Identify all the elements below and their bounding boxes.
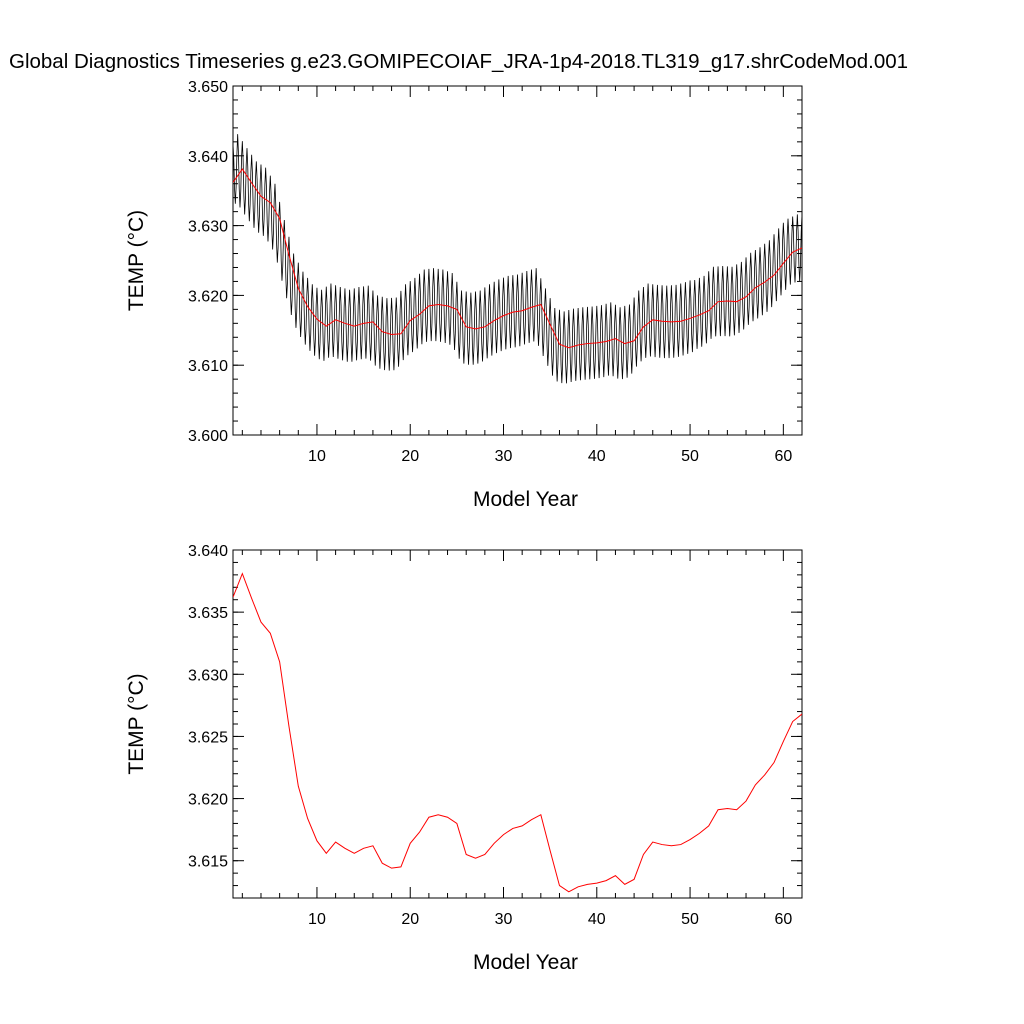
top-x-axis-title: Model Year	[473, 488, 578, 511]
bottom-x-tick-label: 50	[681, 911, 699, 928]
top-x-tick-label: 30	[495, 448, 513, 465]
bottom-x-tick-label: 60	[774, 911, 792, 928]
top-y-tick-label: 3.610	[188, 358, 228, 375]
bottom-panel: 10 20 30 40 50 60 3.615 3.620 3.625 3.630 3.635 3.6…	[125, 543, 803, 974]
bottom-x-axis-title: Model Year	[473, 951, 578, 974]
bottom-x-tick-label: 30	[495, 911, 513, 928]
top-plot-frame	[232, 85, 803, 436]
top-x-tick-label: 40	[588, 448, 606, 465]
top-series-monthly-line	[233, 134, 802, 384]
bottom-x-tick-label: 10	[308, 911, 326, 928]
top-x-tick-label: 10	[308, 448, 326, 465]
top-y-tick-label: 3.630	[188, 219, 228, 236]
top-y-tick-label: 3.650	[188, 79, 228, 96]
bottom-y-tick-label: 3.625	[188, 729, 228, 746]
bottom-y-tick-label: 3.615	[188, 854, 228, 871]
top-x-tick-label: 50	[681, 448, 699, 465]
top-x-tick-label: 20	[401, 448, 419, 465]
bottom-x-tick-label: 20	[401, 911, 419, 928]
figure-title: Global Diagnostics Timeseries g.e23.GOMI…	[9, 50, 909, 73]
bottom-x-tick-label: 40	[588, 911, 606, 928]
top-series-group	[233, 134, 802, 384]
bottom-series-group	[233, 572, 802, 893]
top-y-tick-label: 3.620	[188, 288, 228, 305]
top-panel: 10 20 30 40 50 60 3.600 3.610 3.620 3.630 3.640 3.6…	[125, 79, 803, 511]
top-y-tick-label: 3.600	[188, 428, 228, 445]
top-x-tick-label: 60	[774, 448, 792, 465]
bottom-y-tick-label: 3.620	[188, 792, 228, 809]
top-series-annual-mean-line	[233, 168, 802, 349]
top-y-tick-label: 3.640	[188, 149, 228, 166]
bottom-plot-frame	[232, 549, 803, 899]
bottom-series-annual-mean-line	[233, 572, 802, 893]
bottom-y-tick-label: 3.640	[188, 543, 228, 560]
top-y-axis-title: TEMP (°C)	[125, 210, 148, 311]
bottom-y-tick-label: 3.630	[188, 667, 228, 684]
bottom-y-axis-title: TEMP (°C)	[125, 673, 148, 774]
bottom-y-tick-label: 3.635	[188, 605, 228, 622]
